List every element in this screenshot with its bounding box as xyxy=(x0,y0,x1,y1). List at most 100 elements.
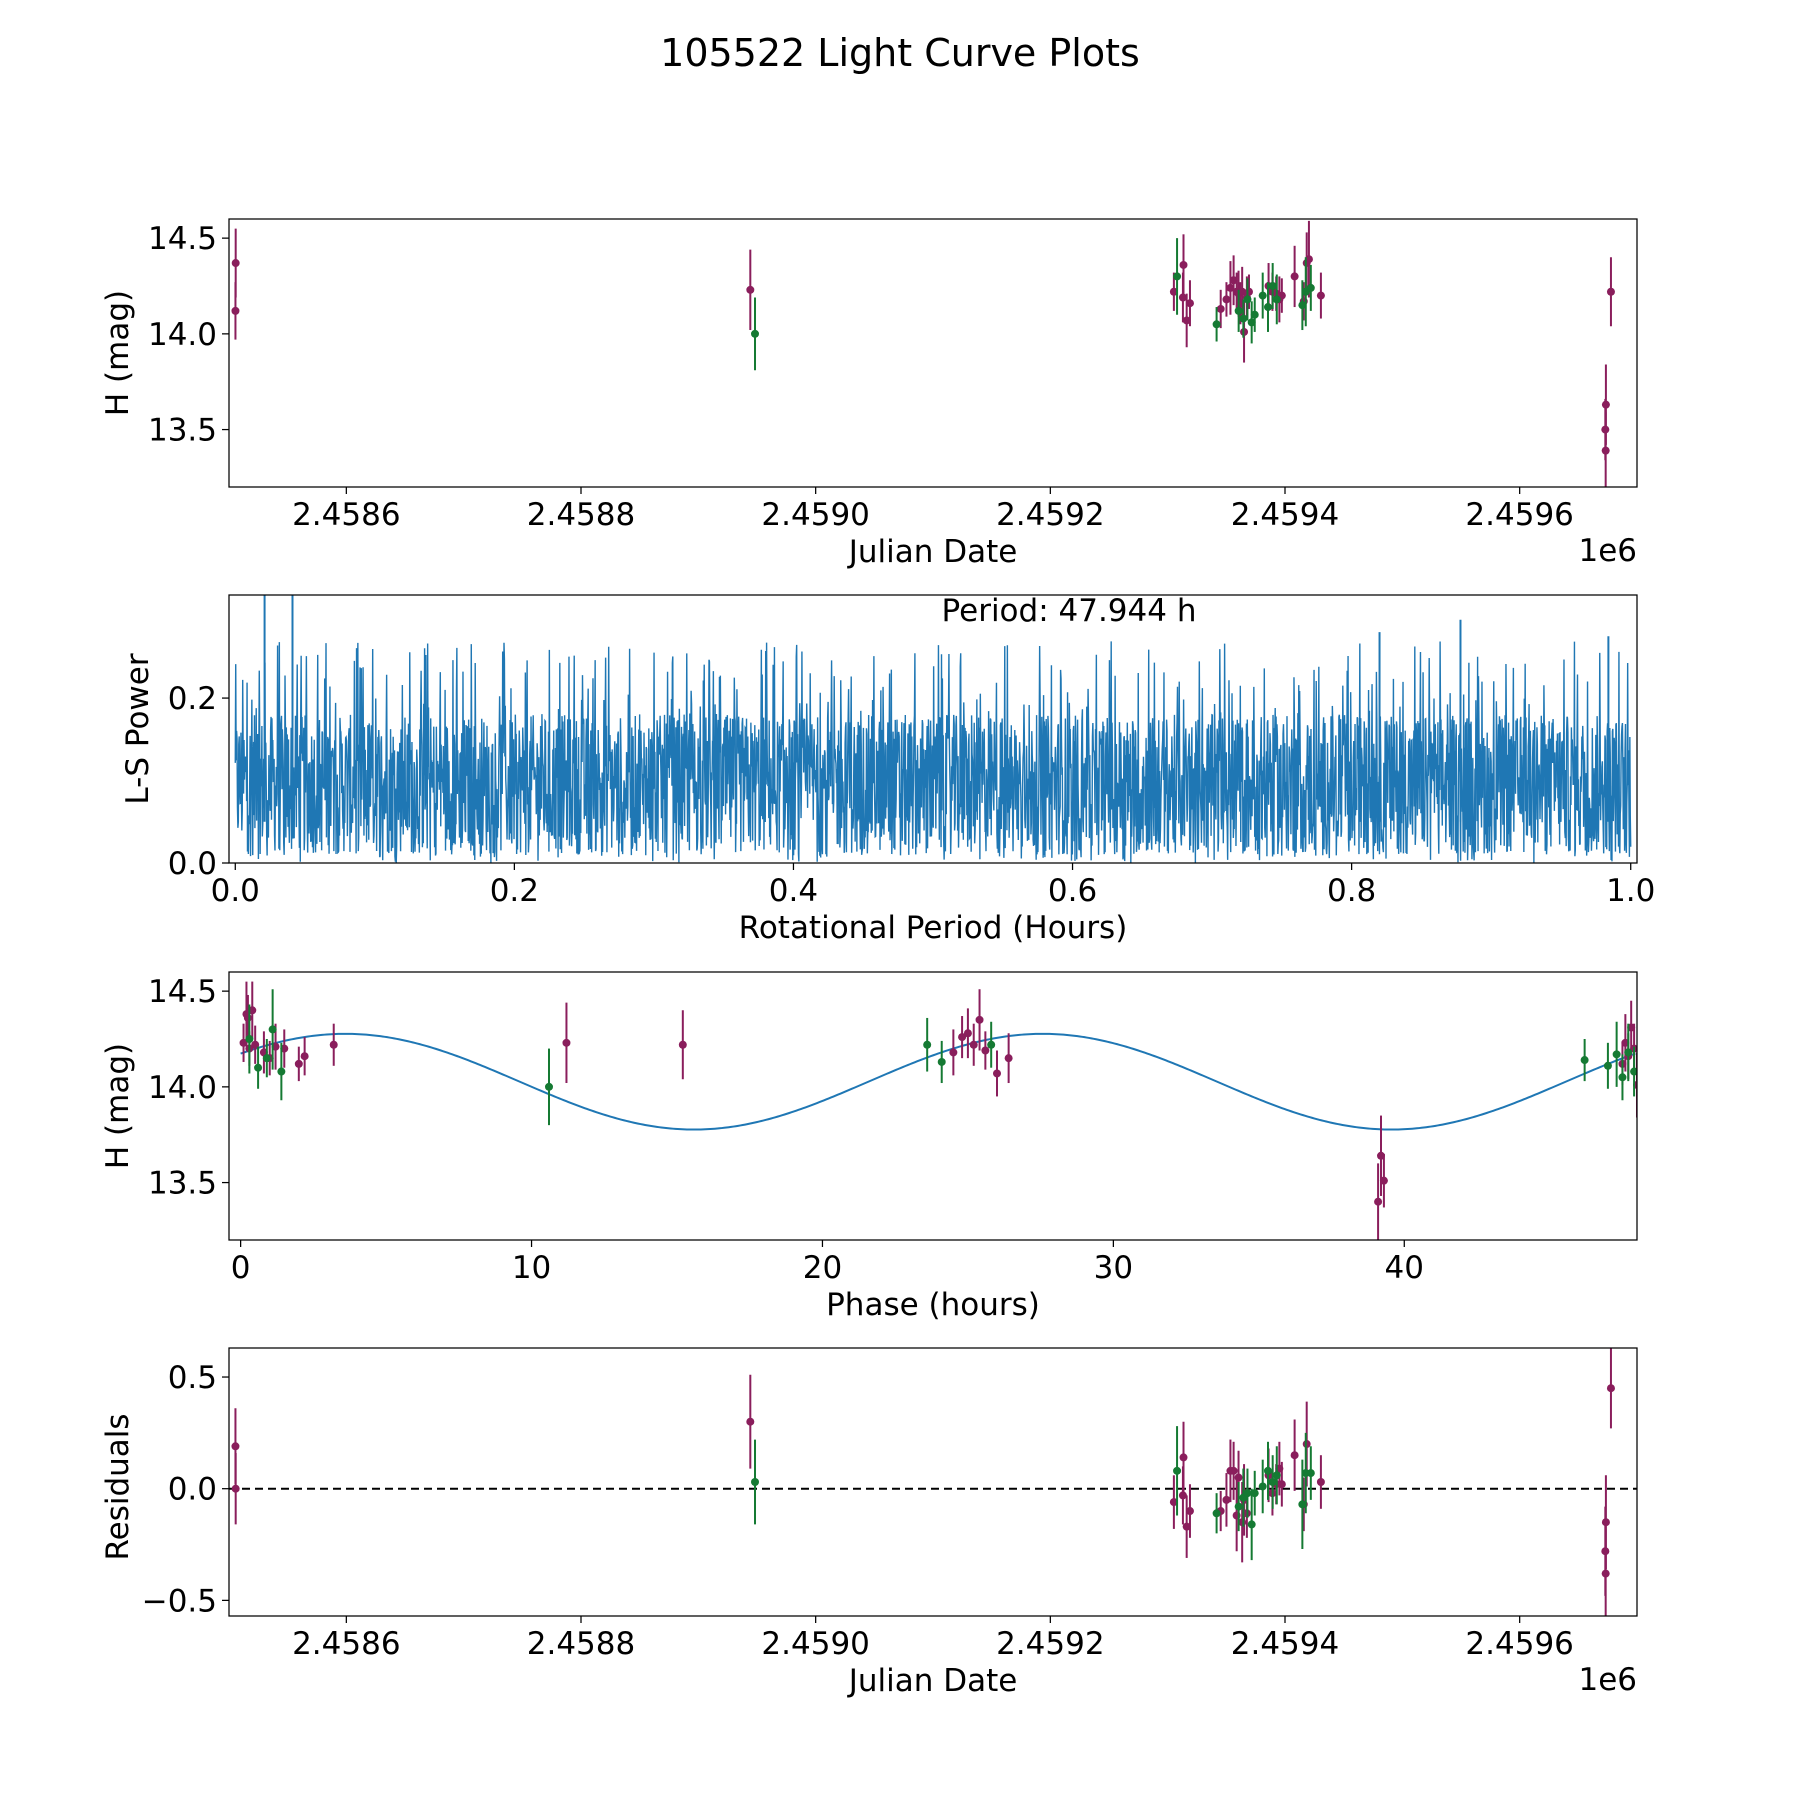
magenta-data-point xyxy=(1185,299,1194,308)
ls-power-line xyxy=(234,641,1632,863)
periodogram-xtick-label: 0.4 xyxy=(769,873,818,909)
green-data-point xyxy=(1234,306,1243,315)
residuals-marks xyxy=(229,1348,1637,1616)
magenta-data-point xyxy=(1182,1522,1191,1531)
magenta-data-point xyxy=(1277,1480,1286,1489)
residuals-xlabel: Julian Date xyxy=(847,1663,1018,1699)
periodogram-xtick-label: 0.0 xyxy=(211,873,260,909)
green-data-point xyxy=(1268,282,1277,290)
light-curve-jd-xtick-label: 2.4588 xyxy=(527,497,635,533)
magenta-data-point xyxy=(231,259,240,268)
magenta-data-point xyxy=(1229,1466,1238,1475)
residuals-yticks: −0.5 0.0 0.5 xyxy=(142,1360,229,1619)
phase-xlabel: Phase (hours) xyxy=(826,1287,1040,1323)
green-data-point xyxy=(923,1040,932,1049)
magenta-data-point xyxy=(1178,293,1187,302)
magenta-data-point xyxy=(746,285,755,294)
phase-ytick-label: 14.5 xyxy=(148,974,217,1010)
magenta-data-point xyxy=(1234,1473,1243,1482)
green-data-point xyxy=(1268,1478,1277,1486)
phase-xtick-label: 30 xyxy=(1094,1250,1133,1286)
green-data-point xyxy=(937,1057,946,1066)
magenta-data-point xyxy=(329,1040,338,1049)
magenta-data-point xyxy=(949,1048,958,1057)
phase-xtick-label: 0 xyxy=(231,1250,251,1286)
magenta-data-point xyxy=(1238,287,1247,296)
green-data-point xyxy=(1263,1466,1272,1475)
periodogram-plot-area xyxy=(234,595,1632,863)
green-data-point xyxy=(1234,1502,1243,1511)
magenta-data-point xyxy=(1182,316,1191,325)
green-data-point xyxy=(1272,295,1281,304)
green-data-point xyxy=(1603,1061,1612,1070)
light-curve-jd-x-offset: 1e6 xyxy=(1578,533,1637,569)
green-data-point xyxy=(1250,1489,1259,1498)
light-curve-jd-xtick-label: 2.4592 xyxy=(996,497,1104,533)
magenta-data-point xyxy=(300,1052,309,1061)
light-curve-jd-ytick-label: 14.5 xyxy=(148,221,217,257)
magenta-data-point xyxy=(1379,1176,1388,1185)
magenta-data-point xyxy=(243,1013,252,1022)
green-data-point xyxy=(1243,1489,1252,1498)
residuals-ytick-label: 0.0 xyxy=(168,1472,217,1508)
magenta-data-point xyxy=(1185,1507,1194,1516)
periodogram-panel: 0.0 0.2 0.4 0.6 0.8 1.0 0.0 0.2 Period: 47.944… xyxy=(120,593,1655,946)
green-data-point xyxy=(1580,1056,1589,1065)
green-data-point xyxy=(1306,283,1315,292)
residuals-xtick-label: 2.4590 xyxy=(761,1626,869,1662)
magenta-data-point xyxy=(969,1040,978,1049)
green-data-point xyxy=(1272,1471,1281,1480)
green-data-point xyxy=(1306,1469,1315,1478)
magenta-data-point xyxy=(975,1015,984,1024)
green-data-point xyxy=(1258,1482,1267,1491)
periodogram-xticks: 0.0 0.2 0.4 0.6 0.8 1.0 xyxy=(211,863,1655,909)
green-data-point xyxy=(545,1082,553,1091)
phase-ytick-label: 14.0 xyxy=(148,1070,217,1106)
residuals-xtick-label: 2.4592 xyxy=(996,1626,1104,1662)
magenta-data-point xyxy=(981,1046,990,1055)
magenta-data-point xyxy=(963,1029,972,1038)
phase-marks xyxy=(239,981,1637,1240)
model-sine-curve xyxy=(240,1032,1636,1131)
green-data-point xyxy=(277,1067,286,1076)
light-curve-jd-ylabel: H (mag) xyxy=(100,290,136,416)
green-data-point xyxy=(268,1025,277,1034)
green-data-point xyxy=(987,1040,996,1049)
green-data-point xyxy=(751,329,760,338)
light-curve-jd-xlabel: Julian Date xyxy=(847,534,1018,570)
magenta-data-point xyxy=(1244,287,1253,296)
periodogram-xtick-label: 0.2 xyxy=(490,873,539,909)
light-curve-jd-xtick-label: 2.4596 xyxy=(1465,497,1573,533)
residuals-xtick-label: 2.4586 xyxy=(292,1626,400,1662)
periodogram-ylabel: L-S Power xyxy=(120,653,156,804)
periodogram-xtick-label: 0.8 xyxy=(1327,873,1376,909)
green-data-point xyxy=(1263,303,1272,312)
periodogram-xtick-label: 1.0 xyxy=(1606,873,1655,909)
phase-xtick-label: 20 xyxy=(803,1250,842,1286)
magenta-data-point xyxy=(1304,255,1313,264)
magenta-data-point xyxy=(231,1442,240,1451)
residuals-panel: 2.4586 2.4588 2.4590 2.4592 2.4594 2.4596 −0.… xyxy=(100,1347,1638,1699)
residuals-xticks: 2.4586 2.4588 2.4590 2.4592 2.4594 2.4596 xyxy=(292,1616,1574,1662)
phase-frame xyxy=(228,971,1638,1241)
green-data-point xyxy=(1239,314,1248,323)
magenta-data-point xyxy=(1216,304,1225,313)
periodogram-frame xyxy=(228,594,1638,864)
green-data-point xyxy=(1298,301,1307,310)
magenta-data-point xyxy=(1316,1478,1325,1486)
magenta-data-point xyxy=(231,306,240,315)
magenta-data-point xyxy=(1374,1197,1383,1206)
green-data-point xyxy=(1258,291,1267,300)
periodogram-xtick-label: 0.6 xyxy=(1048,873,1097,909)
periodogram-ytick-label: 0.2 xyxy=(168,681,217,717)
light-curve-jd-marks xyxy=(231,220,1615,487)
phase-ytick-label: 13.5 xyxy=(148,1166,217,1202)
green-data-point xyxy=(245,1035,254,1043)
green-data-point xyxy=(1173,272,1182,281)
light-curve-jd-ytick-label: 13.5 xyxy=(148,413,217,449)
phase-yticks: 13.5 14.0 14.5 xyxy=(148,974,229,1202)
magenta-data-point xyxy=(562,1038,571,1047)
phase-xtick-label: 40 xyxy=(1385,1250,1424,1286)
